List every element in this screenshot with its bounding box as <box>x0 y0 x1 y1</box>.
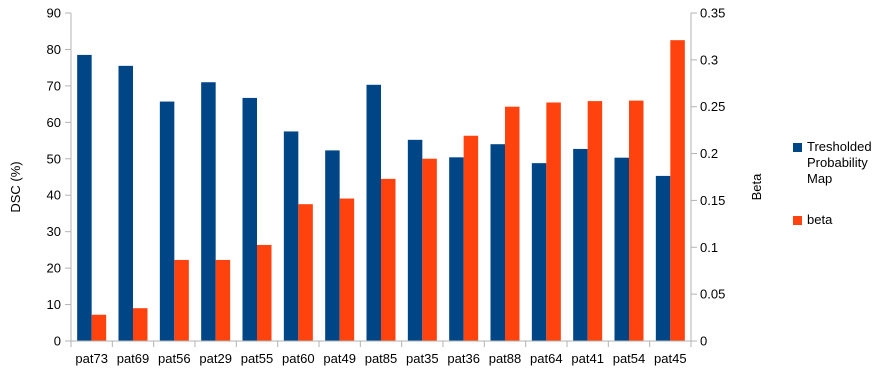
bar-beta-pat36 <box>463 135 479 341</box>
y-tick-label: 0 <box>54 334 61 349</box>
legend-label: beta <box>807 212 833 227</box>
bar-dsc-pat88 <box>490 144 505 341</box>
x-tick-label: pat49 <box>323 351 356 366</box>
x-tick-label: pat73 <box>75 351 108 366</box>
legend-swatch <box>793 216 802 225</box>
bar-dsc-pat60 <box>283 131 299 341</box>
y-tick-label: 30 <box>47 224 61 239</box>
bar-beta-pat85 <box>381 178 396 341</box>
x-tick-label: pat60 <box>282 351 315 366</box>
bar-beta-pat60 <box>298 204 313 341</box>
bar-dsc-pat73 <box>77 54 92 342</box>
bar-dsc-pat64 <box>531 163 547 341</box>
y2-tick-label: 0.25 <box>700 99 725 114</box>
bar-dsc-pat41 <box>573 148 588 341</box>
x-tick-label: pat55 <box>241 351 274 366</box>
y2-tick-label: 0.35 <box>700 6 725 21</box>
bar-dsc-pat29 <box>201 82 216 341</box>
x-tick-label: pat45 <box>654 351 687 366</box>
legend-swatch <box>793 143 802 152</box>
y2-tick-label: 0.3 <box>700 52 718 67</box>
bar-beta-pat41 <box>587 101 603 341</box>
x-tick-label: pat35 <box>406 351 439 366</box>
x-tick-label: pat29 <box>199 351 232 366</box>
bar-dsc-pat56 <box>159 101 175 341</box>
bar-beta-pat69 <box>133 308 148 341</box>
bar-dsc-pat69 <box>118 65 133 341</box>
y2-tick-label: 0.15 <box>700 193 725 208</box>
bar-beta-pat55 <box>257 244 272 341</box>
x-tick-label: pat54 <box>613 351 646 366</box>
y2-tick-label: 0.2 <box>700 146 718 161</box>
bar-beta-pat56 <box>174 259 189 341</box>
x-tick-label: pat36 <box>447 351 480 366</box>
x-tick-label: pat69 <box>117 351 150 366</box>
x-tick-label: pat56 <box>158 351 191 366</box>
bar-dsc-pat36 <box>449 157 464 341</box>
bar-dsc-pat54 <box>614 157 629 341</box>
x-tick-label: pat64 <box>530 351 563 366</box>
y-axis-title: DSC (%) <box>8 161 23 212</box>
y-tick-label: 90 <box>47 6 61 21</box>
y-tick-label: 20 <box>47 261 61 276</box>
bar-beta-pat49 <box>339 198 355 341</box>
bar-dsc-pat85 <box>366 84 381 341</box>
bar-beta-pat54 <box>629 100 644 341</box>
x-tick-label: pat85 <box>365 351 398 366</box>
bar-beta-pat88 <box>505 106 520 341</box>
y2-tick-label: 0 <box>700 334 707 349</box>
y-tick-label: 60 <box>47 115 61 130</box>
legend-label: Tresholded <box>807 139 872 154</box>
x-tick-label: pat88 <box>489 351 522 366</box>
bar-dsc-pat35 <box>407 139 423 341</box>
y2-tick-label: 0.1 <box>700 240 718 255</box>
bar-beta-pat73 <box>91 314 107 341</box>
legend-label: Probability <box>807 155 868 170</box>
y-tick-label: 80 <box>47 42 61 57</box>
bar-dsc-pat49 <box>325 150 340 341</box>
y2-tick-label: 0.05 <box>700 287 725 302</box>
x-tick-label: pat41 <box>571 351 604 366</box>
bar-beta-pat29 <box>215 259 231 341</box>
bar-beta-pat45 <box>670 40 685 341</box>
plot-area: 0 10 20 30 40 50 60 70 80 90 0 0.05 0.1 0.15 0.2 0.25 0.… <box>47 6 726 367</box>
y2-axis-title: Beta <box>749 173 764 201</box>
bar-dsc-pat45 <box>655 175 671 341</box>
y-tick-label: 50 <box>47 151 61 166</box>
y-tick-label: 10 <box>47 297 61 312</box>
legend-label: Map <box>807 171 832 186</box>
bar-beta-pat64 <box>546 102 561 341</box>
y-tick-label: 40 <box>47 188 61 203</box>
y-tick-label: 70 <box>47 78 61 93</box>
bar-beta-pat35 <box>422 158 437 341</box>
bar-dsc-pat55 <box>242 97 257 341</box>
